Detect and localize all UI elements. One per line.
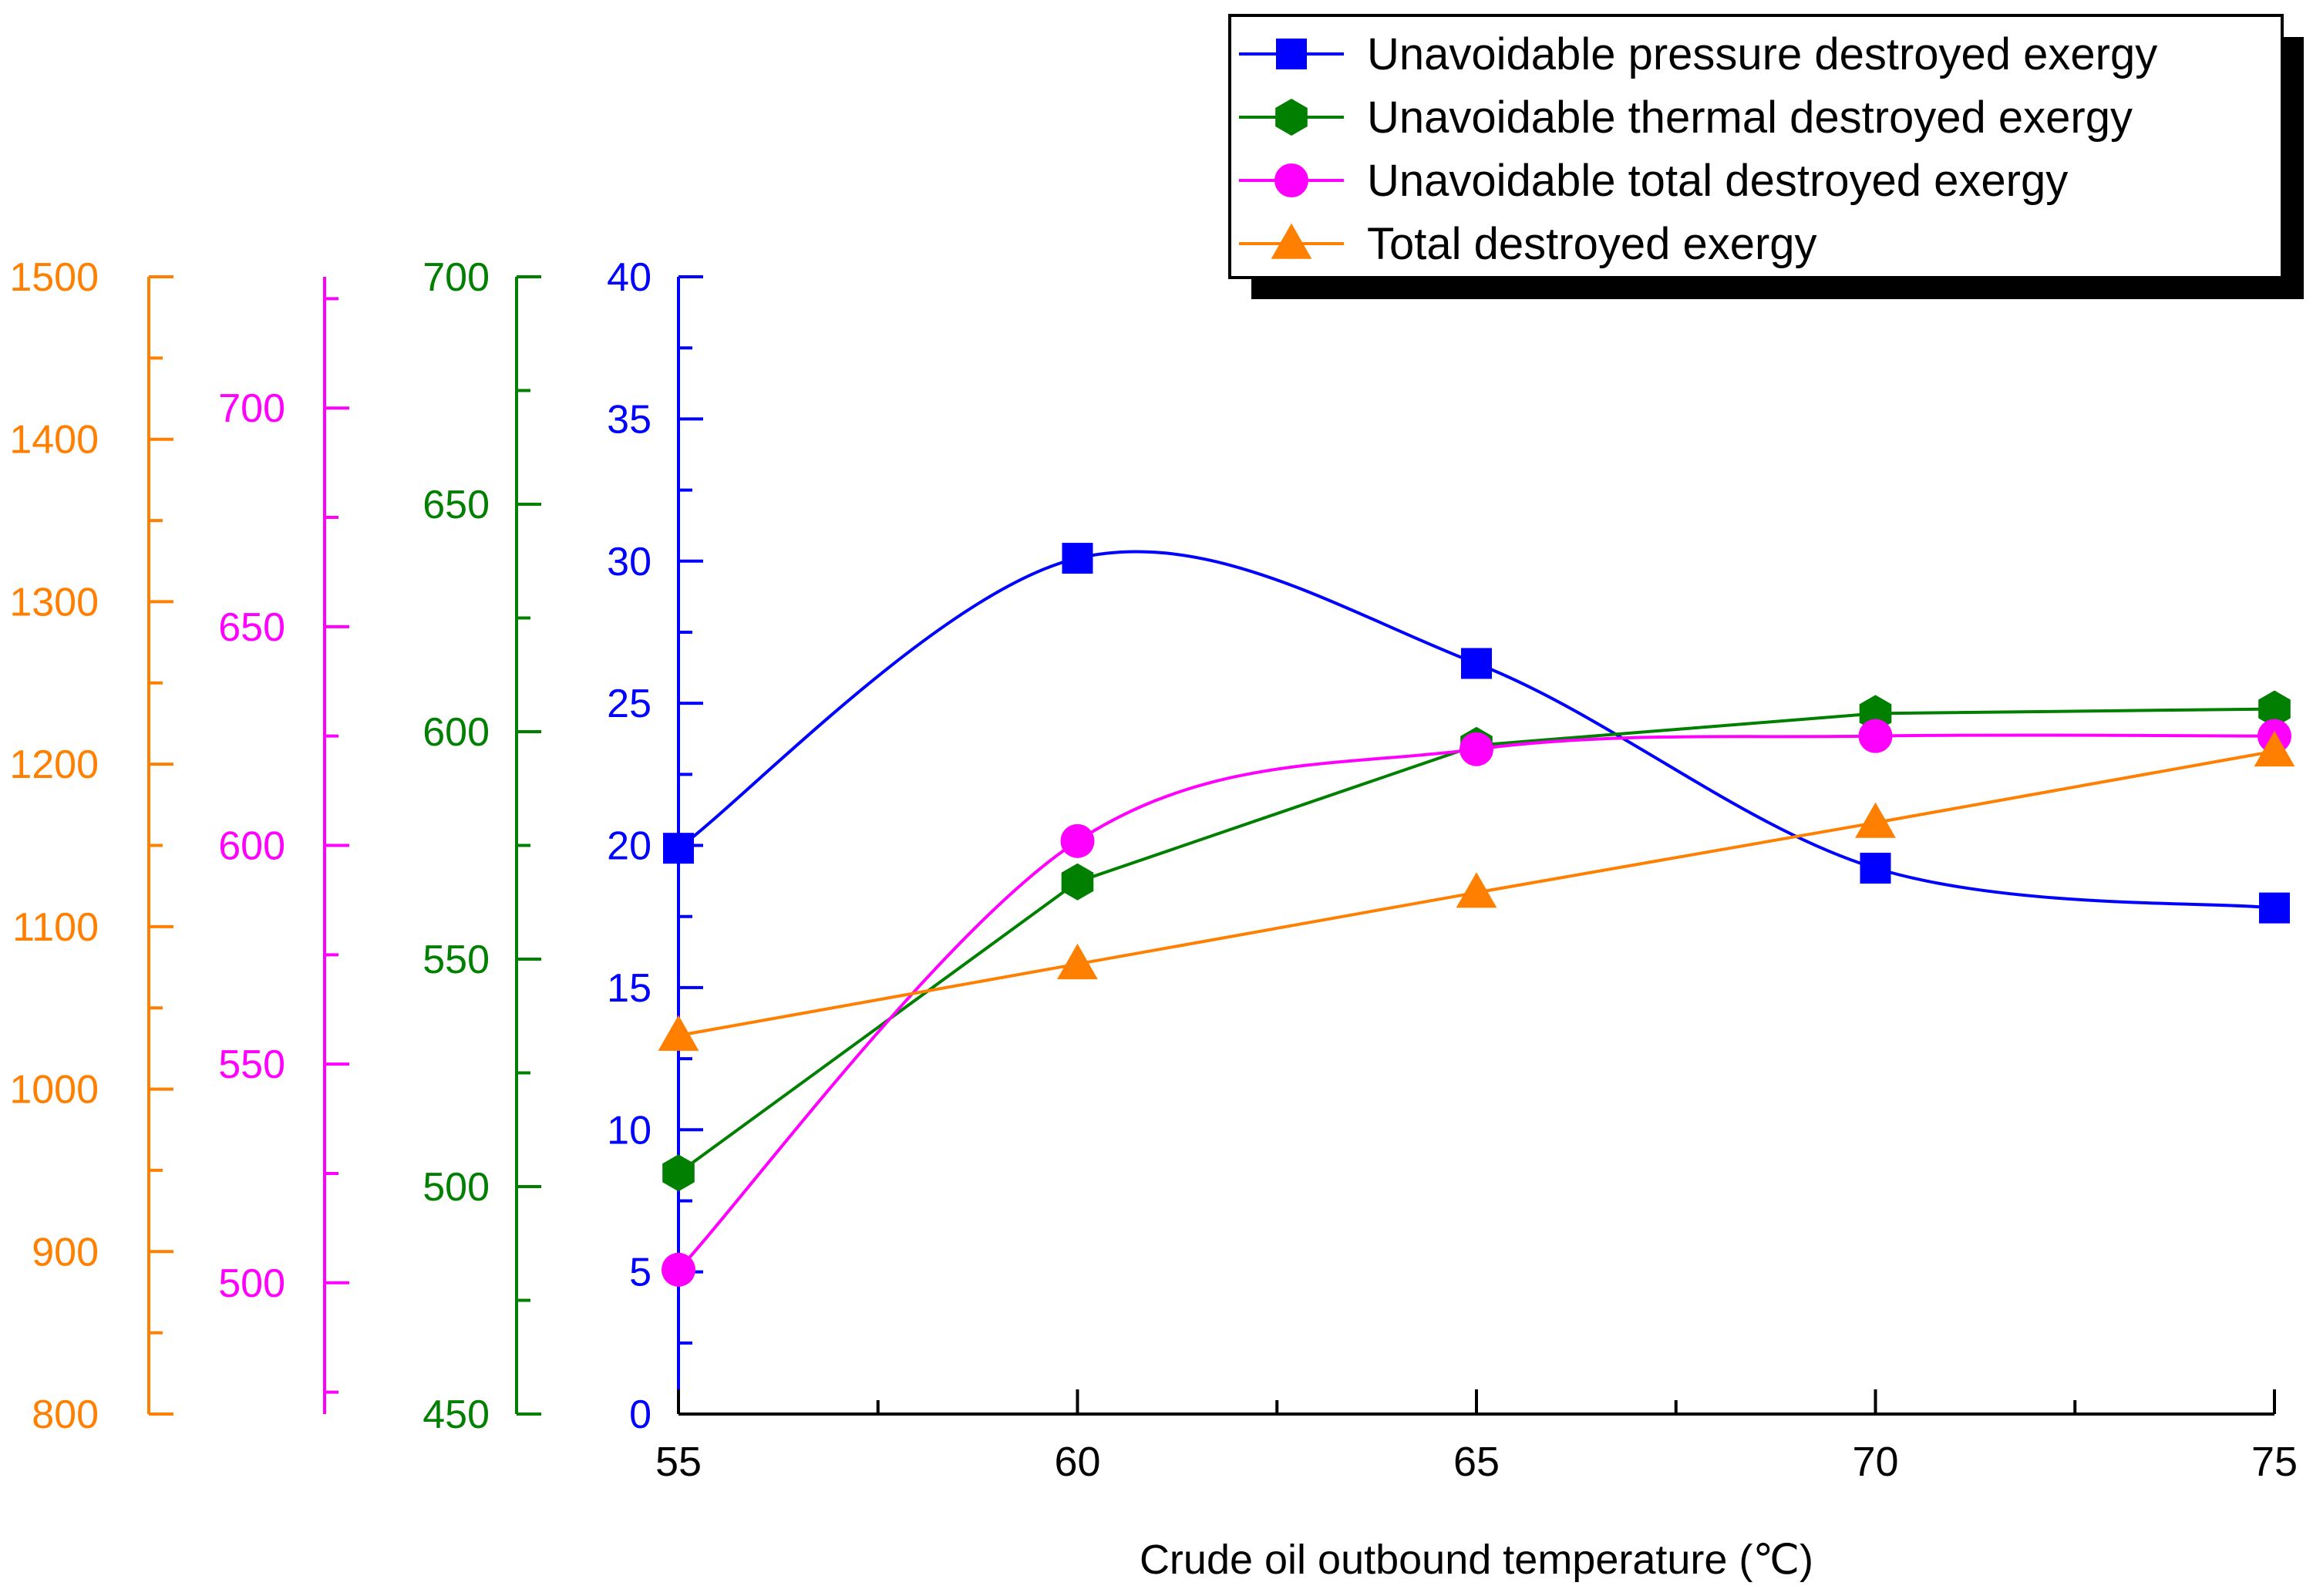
y-tick-label-pressure: 25 (607, 682, 651, 726)
data-point-uv_total-70 (1858, 719, 1893, 753)
x-tick-label: 70 (1852, 1439, 1898, 1485)
legend-item: Unavoidable pressure destroyed exergy (1239, 29, 2157, 79)
y-tick-label-thermal: 700 (423, 255, 490, 300)
y-tick-label-pressure: 5 (629, 1251, 651, 1295)
series-total (658, 730, 2295, 1051)
series-line-thermal (677, 707, 2275, 1174)
y-tick-label-total: 1100 (12, 905, 99, 950)
x-axis: 55 60 65 70 75 (655, 1389, 2298, 1485)
series-layer (658, 543, 2295, 1287)
y-axis-pressure: 0 5 10 15 20 25 30 35 40 (607, 255, 703, 1437)
legend-item: Unavoidable total destroyed exergy (1239, 156, 2068, 206)
y-tick-label-total: 1000 (9, 1068, 99, 1113)
y-tick-label-pressure: 30 (607, 540, 651, 584)
y-tick-label-total: 1300 (9, 580, 99, 625)
y-tick-label-total: 1400 (9, 418, 99, 463)
legend-marker-thermal (1275, 99, 1308, 136)
x-axis-label: Crude oil outbound temperature (℃) (1140, 1537, 1813, 1583)
data-point-pressure-55 (663, 833, 694, 864)
y-tick-label-total: 800 (32, 1392, 99, 1437)
data-point-thermal-75 (2258, 690, 2291, 728)
x-tick-label: 60 (1054, 1439, 1100, 1485)
y-tick-label-uv_total: 700 (218, 386, 285, 431)
data-point-uv_total-60 (1060, 823, 1095, 858)
y-tick-label-uv_total: 500 (218, 1261, 285, 1306)
data-point-total-75 (2254, 730, 2295, 767)
y-tick-label-uv_total: 600 (218, 824, 285, 869)
y-axis-uv_total: 500 550 600 650 700 (218, 277, 349, 1414)
data-point-uv_total-65 (1460, 732, 1493, 766)
legend-box (1228, 14, 2284, 279)
y-tick-label-thermal: 650 (423, 483, 490, 527)
data-point-total-60 (1057, 943, 1098, 980)
data-point-total-70 (1855, 802, 1896, 838)
y-axis-total: 800 900 1000 1100 1200 1300 1400 1500 (9, 255, 173, 1437)
legend-marker-pressure (1276, 39, 1307, 69)
y-tick-label-thermal: 450 (423, 1392, 490, 1437)
series-pressure (663, 543, 2290, 924)
data-point-pressure-75 (2259, 892, 2290, 924)
y-tick-label-total: 900 (32, 1230, 99, 1274)
y-tick-label-pressure: 35 (607, 397, 651, 442)
y-tick-label-pressure: 10 (607, 1108, 651, 1153)
y-tick-label-uv_total: 650 (218, 605, 285, 650)
y-tick-label-total: 1200 (9, 742, 99, 787)
data-point-thermal-60 (1061, 863, 1094, 901)
legend-label: Unavoidable total destroyed exergy (1367, 156, 2068, 206)
y-tick-label-thermal: 500 (423, 1165, 490, 1210)
data-point-pressure-65 (1461, 648, 1492, 679)
data-point-pressure-70 (1860, 853, 1891, 884)
legend-marker-uv_total (1274, 163, 1308, 197)
y-axis-thermal: 450 500 550 600 650 700 (423, 255, 541, 1437)
y-tick-label-thermal: 600 (423, 710, 490, 755)
series-uv_total (662, 719, 2291, 1287)
y-tick-label-uv_total: 550 (218, 1042, 285, 1087)
legend-label: Unavoidable pressure destroyed exergy (1367, 29, 2157, 79)
data-point-thermal-55 (662, 1154, 695, 1192)
data-point-total-55 (658, 1015, 699, 1051)
x-tick-label: 75 (2251, 1439, 2298, 1485)
x-tick-label: 65 (1453, 1439, 1500, 1485)
legend-item: Unavoidable thermal destroyed exergy (1239, 93, 2133, 143)
series-line-uv_total (677, 733, 2275, 1271)
legend-marker-total (1271, 223, 1312, 259)
y-tick-label-thermal: 550 (423, 938, 490, 982)
legend-label: Unavoidable thermal destroyed exergy (1367, 93, 2133, 143)
data-point-uv_total-55 (662, 1252, 695, 1287)
y-tick-label-pressure: 40 (607, 255, 651, 300)
y-tick-label-pressure: 0 (629, 1392, 651, 1437)
data-point-total-65 (1456, 872, 1497, 908)
legend-item: Total destroyed exergy (1239, 219, 1817, 269)
y-tick-label-pressure: 15 (607, 966, 651, 1011)
axes-layer: 0 5 10 15 20 25 30 35 40 450 500 550 600 650 700 500 550… (9, 255, 2298, 1485)
y-tick-label-pressure: 20 (607, 824, 651, 869)
data-point-pressure-60 (1062, 543, 1093, 574)
x-tick-label: 55 (655, 1439, 702, 1485)
y-tick-label-total: 1500 (9, 255, 99, 300)
legend-label: Total destroyed exergy (1367, 219, 1817, 269)
legend: Unavoidable pressure destroyed exergy Una… (1228, 14, 2304, 299)
